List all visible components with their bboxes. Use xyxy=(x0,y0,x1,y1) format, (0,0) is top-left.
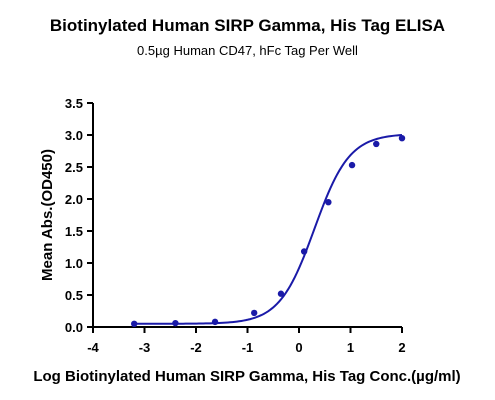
data-point xyxy=(172,319,179,327)
data-point xyxy=(325,199,332,206)
y-tick-label: 1.0 xyxy=(65,256,83,271)
x-tick-label: 0 xyxy=(295,340,302,355)
data-point xyxy=(348,161,356,169)
data-point xyxy=(250,309,258,317)
y-tick-label: 0.0 xyxy=(65,320,83,335)
x-tick-label: -3 xyxy=(139,340,151,355)
data-point xyxy=(211,318,219,326)
x-tick-label: -2 xyxy=(190,340,202,355)
y-tick-label: 2.0 xyxy=(65,192,83,207)
data-points-layer xyxy=(131,135,406,327)
fit-curve xyxy=(134,133,403,325)
x-tick-label: -4 xyxy=(87,340,99,355)
x-tick-label: 1 xyxy=(347,340,354,355)
data-point xyxy=(131,320,138,327)
fit-curve-layer xyxy=(134,133,403,325)
y-tick-label: 0.5 xyxy=(65,288,83,303)
data-point xyxy=(373,140,380,148)
chart-subtitle: 0.5µg Human CD47, hFc Tag Per Well xyxy=(137,43,358,58)
axes: -4 -3 -2 -1 0 1 2 0.0 0.5 1.0 1.5 2.0 2.5 3.0 3.5 xyxy=(65,96,406,355)
x-tick-label: 2 xyxy=(398,340,405,355)
y-axis-title: Mean Abs.(OD450) xyxy=(39,149,56,281)
data-point xyxy=(300,248,308,255)
data-point xyxy=(277,290,285,297)
y-tick-label: 2.5 xyxy=(65,160,83,175)
chart-title: Biotinylated Human SIRP Gamma, His Tag E… xyxy=(49,16,446,35)
y-tick-label: 3.0 xyxy=(65,128,83,143)
y-tick-label: 1.5 xyxy=(65,224,83,239)
data-point xyxy=(398,135,406,142)
x-axis-title: Log Biotinylated Human SIRP Gamma, His T… xyxy=(33,368,460,385)
x-tick-label: -1 xyxy=(242,340,254,355)
y-tick-label: 3.5 xyxy=(65,96,83,111)
